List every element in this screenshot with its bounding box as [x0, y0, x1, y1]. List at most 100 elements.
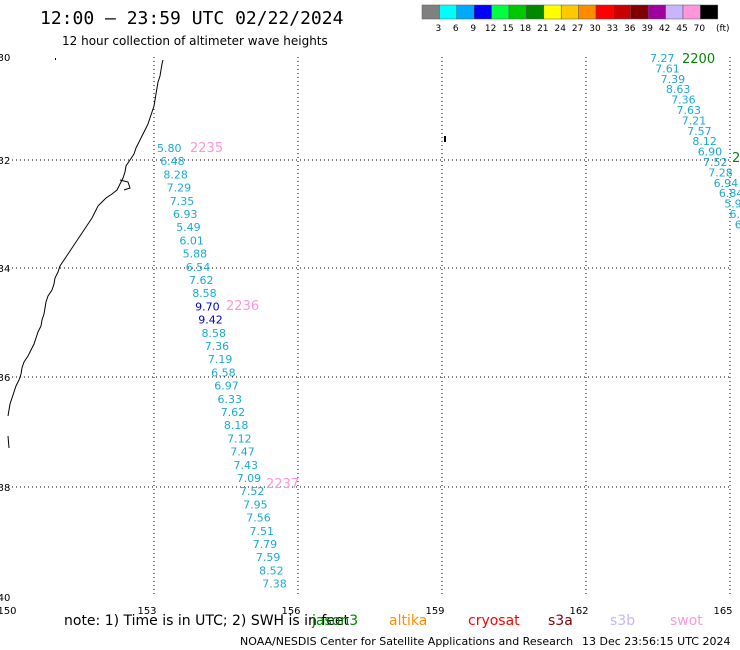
altimeter-track-left: 5.806.488.287.297.356.935.496.015.886.54…	[157, 141, 299, 591]
legend-label: 3	[436, 24, 442, 34]
lat-label: -34	[0, 264, 10, 275]
lat-label: -40	[0, 593, 10, 604]
legend-label: 6	[453, 24, 459, 34]
lon-label: 153	[137, 606, 156, 617]
footer-note: note: 1) Time is in UTC; 2) SWH is in fe…	[64, 613, 350, 629]
wave-height-value: 5.80	[157, 142, 182, 155]
wave-height-value: 6.33	[218, 393, 243, 406]
wave-height-value: 6.94	[714, 177, 739, 190]
wave-height-value: 7.62	[221, 406, 246, 419]
legend-swatch	[456, 4, 475, 20]
lon-label: 162	[569, 606, 588, 617]
legend-swatch	[491, 4, 510, 20]
wave-height-value: 6.	[735, 218, 740, 231]
legend-label: 36	[624, 24, 636, 34]
wave-height-value: 7.51	[250, 525, 275, 538]
coastline-inlet	[119, 179, 131, 191]
coastline-path	[7, 59, 164, 417]
legend-swatch	[595, 4, 614, 20]
wave-height-value: 6.01	[179, 234, 204, 247]
wave-height-value: 8.58	[192, 287, 217, 300]
credit-line: NOAA/NESDIS Center for Satellite Applica…	[240, 635, 574, 648]
lat-lon-grid: -30 -32 -34 -36 -38 -40 150 153 156 159 162 165	[0, 53, 733, 617]
lat-label: -36	[0, 373, 10, 384]
wave-height-value: 7.12	[227, 432, 252, 445]
page-subtitle: 12 hour collection of altimeter wave hei…	[62, 34, 328, 48]
wave-height-value: 5.97	[724, 198, 740, 211]
legend-label: 24	[554, 24, 566, 34]
legend-label: 27	[572, 24, 583, 34]
legend-swatch	[665, 4, 684, 20]
legend-label: 45	[676, 24, 687, 34]
wave-height-value: 7.36	[205, 340, 230, 353]
legend-unit: (ft)	[716, 24, 730, 34]
wave-height-value: 5.88	[183, 248, 208, 261]
time-label: 2235	[190, 141, 223, 156]
time-label: 2200	[682, 52, 715, 67]
coast-fragment	[7, 435, 10, 449]
wave-height-value: 7.29	[167, 182, 192, 195]
lon-label: 159	[425, 606, 444, 617]
lon-label: 165	[713, 606, 732, 617]
legend-swatch	[578, 4, 597, 20]
wave-height-value: 7.47	[230, 446, 255, 459]
wave-height-value: 6.97	[214, 380, 239, 393]
page-title: 12:00 – 23:59 UTC 02/22/2024	[40, 8, 344, 29]
satellite-name: s3b	[610, 613, 636, 629]
wave-height-value: 7.38	[262, 578, 287, 591]
wave-height-value: 6.90	[698, 146, 723, 159]
altimeter-track-right: 7.277.617.398.637.367.637.217.578.126.90…	[650, 52, 740, 231]
time-label: 2	[732, 151, 740, 166]
wave-height-value: 7.09	[237, 472, 262, 485]
wave-height-value: 7.19	[208, 353, 233, 366]
legend-label: 15	[502, 24, 513, 34]
wave-height-value: 8.52	[259, 564, 284, 577]
generated-time: 13 Dec 23:56:15 UTC 2024	[582, 635, 731, 648]
lat-label: -38	[0, 483, 10, 494]
legend-swatch	[647, 4, 666, 20]
wave-height-value: 6.4	[730, 208, 740, 221]
wave-height-value: 7.52	[703, 156, 728, 169]
wave-height-value: 7.57	[687, 125, 712, 138]
wave-height-value: 7.43	[234, 459, 259, 472]
lon-label: 156	[281, 606, 300, 617]
wave-height-value: 7.39	[661, 73, 686, 86]
legend-swatch	[473, 4, 492, 20]
legend-swatch	[560, 4, 579, 20]
legend-swatch	[439, 4, 458, 20]
wave-height-value: 7.59	[256, 551, 281, 564]
legend-swatch	[613, 4, 632, 20]
legend-label: 70	[694, 24, 706, 34]
wave-height-value: 7.21	[682, 114, 707, 127]
wave-height-value: 8.28	[163, 168, 188, 181]
time-label: 2236	[226, 299, 259, 314]
wave-height-value: 8.12	[692, 135, 717, 148]
legend-label: 12	[485, 24, 496, 34]
legend-label: 39	[641, 24, 653, 34]
wave-height-value: 8.58	[202, 327, 227, 340]
wave-height-value: 7.63	[677, 104, 702, 117]
wave-height-value: 7.56	[246, 512, 270, 525]
wave-height-value: 7.52	[240, 485, 265, 498]
satellite-name: jason3	[312, 613, 359, 629]
legend-swatch	[508, 4, 527, 20]
wave-height-value: 7.27	[650, 52, 675, 65]
satellite-name: altika	[389, 613, 428, 629]
wave-height-value: 9.42	[198, 314, 223, 327]
satellite-name: cryosat	[468, 613, 520, 629]
satellite-name: s3a	[548, 613, 573, 629]
wave-height-value: 6.84	[719, 187, 740, 200]
wave-height-value: 7.28	[708, 166, 733, 179]
legend-swatch	[526, 4, 545, 20]
wave-height-value: 6.48	[160, 155, 185, 168]
legend-label: 21	[537, 24, 548, 34]
satellite-name: swot	[670, 613, 703, 629]
wave-height-value: 7.61	[655, 62, 680, 75]
wave-height-value: 9.70	[195, 300, 220, 313]
legend-swatch	[630, 4, 649, 20]
island-marker-small	[55, 58, 56, 60]
legend-swatch	[700, 4, 719, 20]
island-marker	[444, 136, 446, 142]
wave-height-value: 7.35	[170, 195, 195, 208]
wave-height-value: 6.93	[173, 208, 198, 221]
